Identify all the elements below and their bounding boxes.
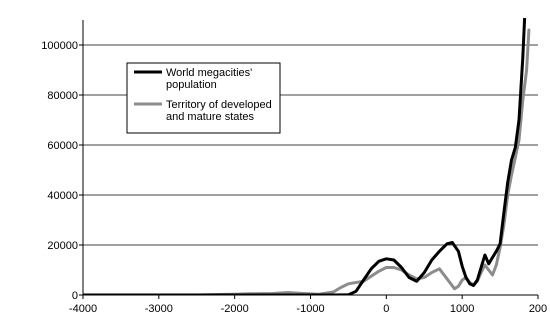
series-layer bbox=[83, 18, 531, 295]
series-line-megacities bbox=[83, 18, 527, 295]
x-tick-label: -2000 bbox=[221, 303, 249, 315]
legend-box bbox=[126, 62, 281, 134]
y-tick-label: 100000 bbox=[41, 40, 78, 52]
y-tick-label: 40000 bbox=[47, 190, 78, 202]
legend: World megacities' population Territory of … bbox=[126, 62, 281, 134]
x-tick-label: -4000 bbox=[69, 303, 97, 315]
x-tick-label: 1000 bbox=[450, 303, 474, 315]
y-tick-label: 0 bbox=[72, 290, 78, 302]
axis-layer: 0 20000 40000 60000 80000 100000 -4000 -3000 -20… bbox=[41, 20, 547, 315]
y-tick-label: 20000 bbox=[47, 240, 78, 252]
x-tick-label: -3000 bbox=[145, 303, 173, 315]
x-tick-label: 200 bbox=[529, 303, 547, 315]
y-tick-label: 80000 bbox=[47, 90, 78, 102]
x-tick-label: 0 bbox=[383, 303, 389, 315]
legend-label-megacities: World megacities' population bbox=[166, 67, 252, 91]
x-tick-label: -1000 bbox=[296, 303, 324, 315]
series-line-territory bbox=[83, 28, 531, 295]
y-tick-label: 60000 bbox=[47, 140, 78, 152]
legend-label-territory: Territory of developed and mature states bbox=[166, 99, 272, 123]
